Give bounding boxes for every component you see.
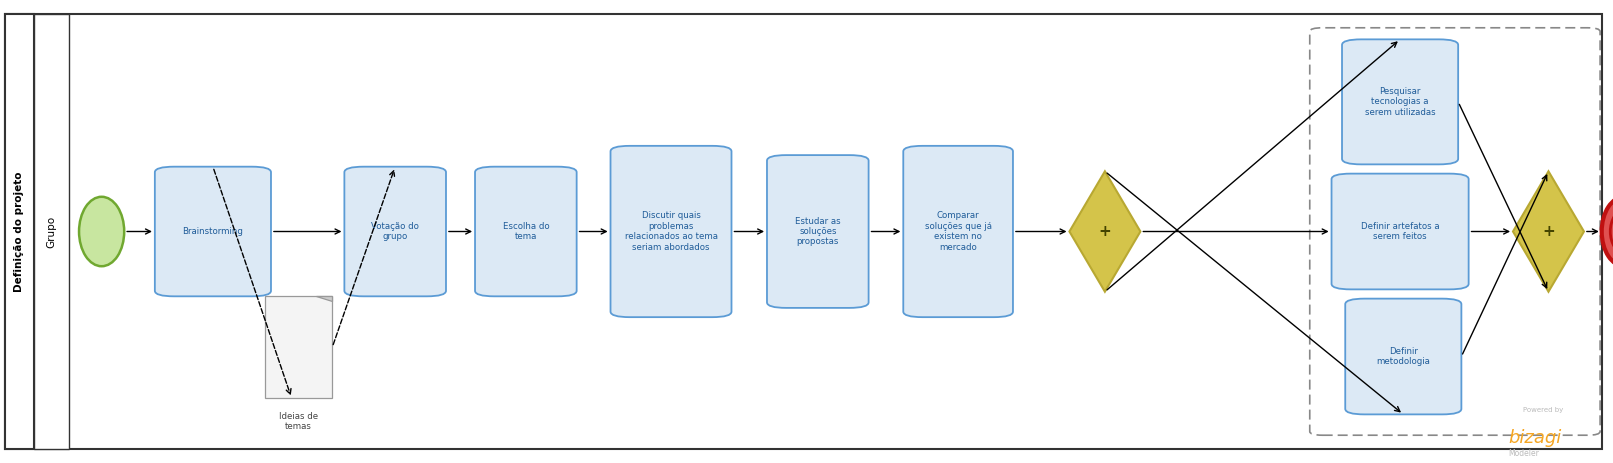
- Ellipse shape: [79, 197, 124, 266]
- Ellipse shape: [1602, 197, 1613, 266]
- Text: Definir artefatos a
serem feitos: Definir artefatos a serem feitos: [1361, 222, 1439, 241]
- FancyBboxPatch shape: [345, 167, 445, 296]
- FancyBboxPatch shape: [610, 146, 731, 317]
- Text: Escolha do
tema: Escolha do tema: [503, 222, 548, 241]
- Text: bizagi: bizagi: [1508, 429, 1561, 446]
- FancyBboxPatch shape: [155, 167, 271, 296]
- Polygon shape: [1069, 171, 1140, 292]
- FancyBboxPatch shape: [1342, 39, 1458, 164]
- Text: Estudar as
soluções
propostas: Estudar as soluções propostas: [795, 217, 840, 246]
- Text: Pesquisar
tecnologias a
serem utilizadas: Pesquisar tecnologias a serem utilizadas: [1365, 87, 1436, 117]
- Text: Modeler: Modeler: [1508, 450, 1539, 458]
- Bar: [5, 14, 34, 449]
- FancyBboxPatch shape: [1310, 28, 1600, 435]
- Text: +: +: [1098, 224, 1111, 239]
- FancyBboxPatch shape: [1345, 299, 1461, 414]
- Text: +: +: [1542, 224, 1555, 239]
- Text: Definição do projeto: Definição do projeto: [15, 171, 24, 292]
- Text: Comparar
soluções que já
existem no
mercado: Comparar soluções que já existem no merc…: [924, 212, 992, 251]
- Ellipse shape: [1610, 210, 1613, 253]
- Text: Discutir quais
problemas
relacionados ao tema
seriam abordados: Discutir quais problemas relacionados ao…: [624, 212, 718, 251]
- FancyBboxPatch shape: [1332, 174, 1468, 289]
- FancyBboxPatch shape: [474, 167, 576, 296]
- FancyBboxPatch shape: [768, 155, 868, 308]
- Bar: [34, 14, 69, 449]
- Polygon shape: [1513, 171, 1584, 292]
- Text: Grupo: Grupo: [47, 215, 56, 248]
- Polygon shape: [316, 296, 332, 301]
- FancyBboxPatch shape: [903, 146, 1013, 317]
- Bar: [265, 296, 332, 398]
- Text: Votação do
grupo: Votação do grupo: [371, 222, 419, 241]
- Text: Powered by: Powered by: [1523, 407, 1563, 413]
- Text: Brainstorming: Brainstorming: [182, 227, 244, 236]
- Text: Ideias de
temas: Ideias de temas: [279, 412, 318, 432]
- Text: Definir
metodologia: Definir metodologia: [1376, 347, 1431, 366]
